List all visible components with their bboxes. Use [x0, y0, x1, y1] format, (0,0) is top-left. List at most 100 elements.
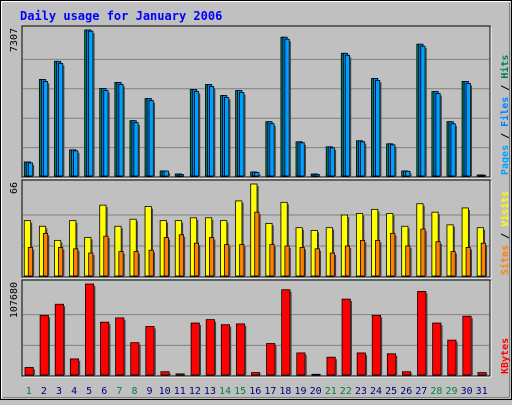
bar-sites	[345, 246, 349, 276]
legend-visits: Visits	[499, 191, 511, 227]
bar-kbytes	[267, 344, 275, 375]
bar-pages	[119, 84, 123, 176]
bar-pages	[300, 143, 304, 176]
bar-sites-shadow	[319, 251, 321, 276]
bar-pages	[466, 83, 470, 176]
bar-sites	[285, 246, 289, 276]
bar-kbytes-shadow	[396, 356, 398, 375]
day-label: 1	[26, 386, 32, 397]
bar-kbytes-shadow	[33, 369, 35, 375]
bar-pages-shadow	[153, 103, 155, 176]
bar-sites-shadow	[380, 242, 382, 276]
bar-kbytes-shadow	[169, 374, 171, 375]
axis-legend: Pages / Files / Hits	[499, 55, 511, 175]
bar-sites-shadow	[168, 240, 170, 276]
bar-kbytes	[312, 374, 320, 375]
day-label: 15	[234, 386, 246, 397]
bar-pages-shadow	[410, 173, 412, 176]
bar-sites	[315, 249, 319, 276]
day-label: 4	[71, 386, 77, 397]
bar-sites-shadow	[259, 214, 261, 276]
bar-sites	[119, 252, 123, 276]
day-label: 12	[189, 386, 201, 397]
bar-pages	[43, 81, 47, 176]
day-label: 23	[355, 386, 367, 397]
bar-kbytes	[221, 325, 229, 375]
bar-sites	[43, 233, 47, 276]
bar-pages	[436, 94, 440, 176]
bar-kbytes-shadow	[214, 322, 216, 375]
bar-pages	[451, 124, 455, 176]
bar-sites-shadow	[365, 242, 367, 276]
bar-pages	[194, 91, 198, 176]
bar-sites-shadow	[108, 238, 110, 276]
bar-pages-shadow	[48, 83, 50, 176]
bar-sites	[300, 247, 304, 276]
bar-pages	[345, 55, 349, 176]
day-label: 24	[370, 386, 382, 397]
bar-pages-shadow	[138, 125, 140, 176]
bar-kbytes-shadow	[441, 325, 443, 375]
legend-files: Files	[499, 97, 511, 127]
bar-sites	[179, 235, 183, 276]
bar-pages-shadow	[199, 93, 201, 176]
bar-pages	[315, 175, 319, 176]
day-label: 10	[159, 386, 171, 397]
bar-kbytes	[478, 373, 486, 375]
bar-pages-shadow	[63, 65, 65, 176]
bar-kbytes-shadow	[411, 374, 413, 375]
bar-pages-shadow	[123, 86, 125, 176]
day-label: 14	[219, 386, 231, 397]
axis-legend: Sites / Visits	[499, 191, 511, 275]
bar-sites	[209, 238, 213, 276]
bar-kbytes-shadow	[139, 345, 141, 375]
day-label: 28	[430, 386, 442, 397]
bar-pages-shadow	[229, 100, 231, 176]
bar-pages	[285, 39, 289, 176]
bar-kbytes-shadow	[335, 359, 337, 375]
bar-pages	[375, 80, 379, 176]
bar-pages-shadow	[395, 147, 397, 176]
bar-pages-shadow	[335, 150, 337, 176]
bar-sites	[391, 233, 395, 276]
bar-pages	[164, 171, 168, 176]
bar-kbytes	[418, 291, 426, 375]
bar-sites	[89, 253, 93, 276]
day-label: 20	[310, 386, 322, 397]
bar-kbytes-shadow	[94, 286, 96, 375]
bar-sites	[436, 242, 440, 276]
bar-pages	[481, 175, 485, 176]
bar-pages-shadow	[33, 165, 35, 176]
bar-sites	[74, 249, 78, 276]
bar-kbytes	[236, 324, 244, 375]
bar-pages-shadow	[365, 144, 367, 176]
bar-pages-shadow	[168, 173, 170, 176]
bar-kbytes	[342, 299, 350, 375]
bar-kbytes-shadow	[230, 327, 232, 375]
bar-pages	[330, 148, 334, 176]
bar-pages-shadow	[425, 48, 427, 176]
bar-sites	[330, 253, 334, 276]
bar-sites-shadow	[93, 255, 95, 276]
bar-pages	[134, 123, 138, 176]
bar-sites-shadow	[48, 235, 50, 276]
bar-pages-shadow	[78, 153, 80, 176]
bar-pages	[58, 63, 62, 176]
bar-kbytes-shadow	[350, 301, 352, 375]
axis-legend: KBytes	[500, 338, 511, 374]
bar-sites	[406, 246, 410, 276]
bar-sites	[481, 243, 485, 276]
day-label: 5	[86, 386, 92, 397]
bar-sites-shadow	[244, 247, 246, 276]
bar-sites	[104, 236, 108, 276]
bar-pages-shadow	[350, 57, 352, 176]
bar-kbytes	[206, 320, 214, 375]
day-label: 18	[279, 386, 291, 397]
bar-sites	[451, 252, 455, 276]
bar-sites	[421, 229, 425, 276]
